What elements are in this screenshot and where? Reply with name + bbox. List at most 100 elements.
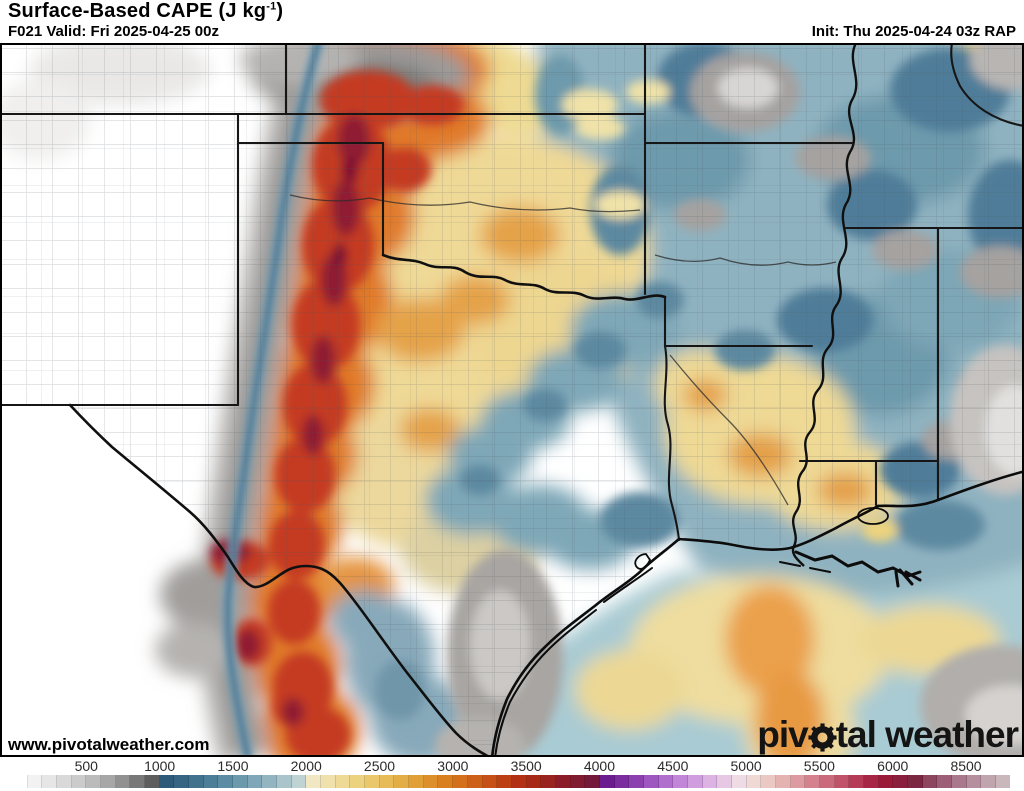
weather-map: www.pivotalweather.com piv tal weather [0,43,1024,757]
colorbar-tick-label: 5500 [803,758,835,774]
colorbar-tick-label: 6000 [877,758,909,774]
logo-text-prefix: piv [757,714,808,755]
cape-map-canvas [0,43,1024,757]
bays-and-lakes [634,507,889,570]
colorbar-segment [101,775,116,788]
colorbar-segment [247,775,263,788]
colorbar-segment [614,775,630,788]
colorbar-segment [629,775,644,788]
colorbar-segment [878,775,894,788]
colorbar-segment [819,775,835,788]
colorbar-segment [658,775,674,788]
model-init-label: Init: Thu 2025-04-24 03z RAP [811,23,1016,40]
colorbar-ticks: 500 1000 1500 2000 2500 3000 3500 4000 4500 5000 5… [13,758,1010,774]
colorbar-segment [453,775,468,788]
colorbar-segment [599,775,615,788]
colorbar-tick-label: 500 [74,758,98,774]
colorbar-segment [966,775,982,788]
colorbar-segment [907,775,923,788]
colorbar-segment [262,775,278,788]
state-borders [0,43,1024,542]
colorbar-segment [673,775,688,788]
colorbar-segment [379,775,395,788]
colorbar-segment [145,775,160,788]
colorbar-segment [937,775,952,788]
colorbar-segment [863,775,879,788]
colorbar-segment [86,775,102,788]
colorbar [13,775,1010,788]
red-river-and-rio-grande [68,253,667,757]
colorbar-tick-label: 2000 [290,758,322,774]
colorbar-segment [981,775,997,788]
map-title: Surface-Based CAPE (J kg-1) [8,0,284,22]
colorbar-segment [277,775,292,788]
coastline [490,470,1024,757]
colorbar-tick-label: 1000 [144,758,176,774]
mississippi-delta [794,550,922,588]
colorbar-segment [702,775,718,788]
colorbar-segment [541,775,556,788]
colorbar-segment [482,775,498,788]
colorbar-segment [526,775,542,788]
gear-icon [808,723,837,752]
colorbar-segment [321,775,336,788]
colorbar-tick-label: 2500 [363,758,396,774]
colorbar-segment [849,775,864,788]
colorbar-segment [394,775,410,788]
brand-logo: piv tal weather [757,714,1019,755]
colorbar-tick-label: 4500 [657,758,689,774]
colorbar-tick-label: 1500 [217,758,249,774]
colorbar-segment [42,775,58,788]
colorbar-segment [291,775,307,788]
colorbar-segment [511,775,527,788]
colorbar-segment [834,775,850,788]
colorbar-segment [13,775,28,788]
colorbar-segment [189,775,204,788]
colorbar-segment [717,775,732,788]
colorbar-segment [233,775,248,788]
colorbar-tick-label: 4000 [583,758,615,774]
colorbar-segment [570,775,586,788]
colorbar-segment [159,775,175,788]
colorbar-segment [203,775,219,788]
colorbar-segment [687,775,703,788]
colorbar-segment [409,775,424,788]
colorbar-segment [174,775,190,788]
barrier-islands [494,561,831,757]
colorbar-segment [438,775,454,788]
colorbar-segment [365,775,380,788]
colorbar-segment [467,775,483,788]
colorbar-segment [790,775,806,788]
colorbar-segment [115,775,131,788]
mississippi-river [791,43,858,567]
colorbar-segment [952,775,967,788]
colorbar-segment [71,775,87,788]
colorbar-segment [350,775,366,788]
colorbar-segment [922,775,938,788]
colorbar-tick-label: 3000 [437,758,469,774]
colorbar-segment [130,775,146,788]
forecast-valid-label: F021 Valid: Fri 2025-04-25 00z [8,23,219,40]
legend: 500 1000 1500 2000 2500 3000 3500 4000 4500 5000 5… [0,757,1024,791]
colorbar-segment [643,775,659,788]
colorbar-segment [57,775,72,788]
title-superscript: -1 [266,0,277,13]
header: Surface-Based CAPE (J kg-1) F021 Valid: … [0,0,1024,43]
colorbar-segment [761,775,776,788]
colorbar-tick-label: 5000 [730,758,762,774]
logo-text-suffix: tal weather [835,714,1019,755]
colorbar-segment [805,775,820,788]
map-frame [0,43,1024,757]
colorbar-segment [893,775,908,788]
colorbar-segment [423,775,439,788]
colorbar-tick-label: 8500 [950,758,982,774]
colorbar-segment [497,775,512,788]
colorbar-tick-label: 3500 [510,758,542,774]
colorbar-segment [218,775,234,788]
colorbar-segment [335,775,351,788]
watermark-link[interactable]: www.pivotalweather.com [8,735,210,754]
rivers [289,194,837,506]
colorbar-segment [555,775,571,788]
colorbar-segment [306,775,322,788]
colorbar-segment [996,775,1010,788]
